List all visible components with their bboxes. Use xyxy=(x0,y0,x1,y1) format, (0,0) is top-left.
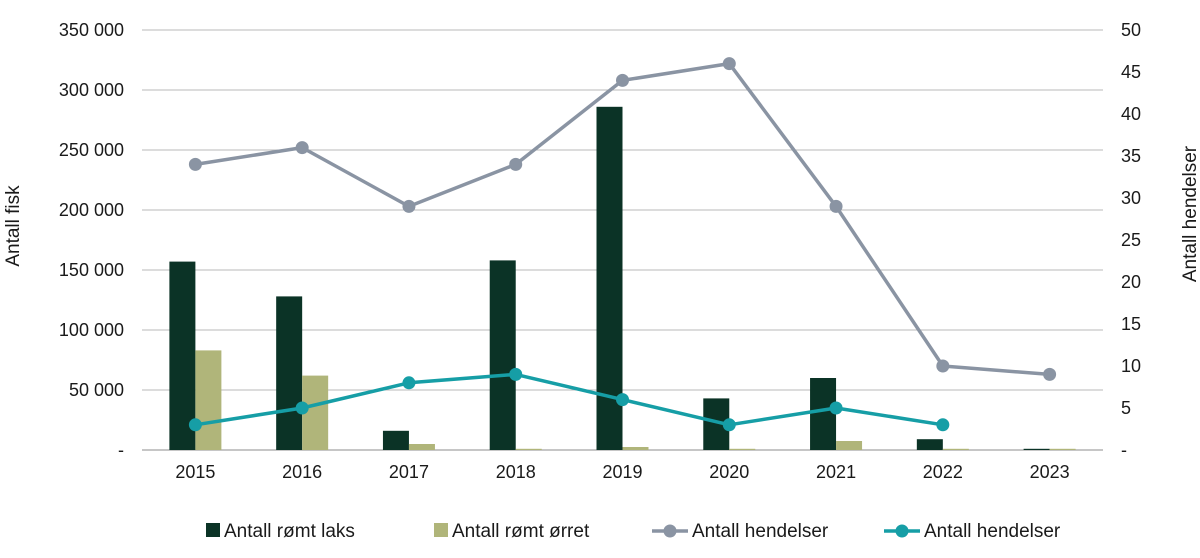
series-point xyxy=(936,359,950,373)
x-tick-label: 2022 xyxy=(923,462,963,482)
x-tick-label: 2017 xyxy=(389,462,429,482)
y-axis-right-ticks: - 5 10 15 20 25 30 35 40 45 50 xyxy=(1121,20,1141,460)
legend-swatch xyxy=(206,523,220,537)
y2-tick-label: 40 xyxy=(1121,104,1141,124)
bar xyxy=(195,350,222,450)
y-axis-right-title: Antall hendelser xyxy=(1180,145,1200,282)
y2-tick-label: 15 xyxy=(1121,314,1141,334)
series-point xyxy=(722,418,736,432)
y-tick-label: 150 000 xyxy=(59,260,124,280)
series-point xyxy=(188,418,202,432)
bar xyxy=(729,448,756,450)
series-lines xyxy=(188,57,1057,432)
bar xyxy=(489,260,516,450)
series-point xyxy=(402,376,416,390)
legend-label: Antall hendelser xyxy=(924,521,1061,542)
y-tick-label: - xyxy=(118,440,124,460)
bar xyxy=(916,439,943,450)
y2-tick-label: 20 xyxy=(1121,272,1141,292)
bar xyxy=(169,261,196,450)
y-tick-label: 100 000 xyxy=(59,320,124,340)
y-tick-label: 200 000 xyxy=(59,200,124,220)
bar xyxy=(622,447,649,450)
y2-tick-label: - xyxy=(1121,440,1127,460)
series-point xyxy=(616,393,629,407)
y2-tick-label: 30 xyxy=(1121,188,1141,208)
series-point xyxy=(936,418,950,432)
series-point xyxy=(509,157,523,171)
legend-label: Antall rømt ørret xyxy=(452,521,590,542)
bar xyxy=(408,444,435,450)
bar xyxy=(1023,448,1050,450)
y-axis-left-ticks: - 50 000 100 000 150 000 200 000 250 000 300 0… xyxy=(59,20,124,460)
y-tick-label: 350 000 xyxy=(59,20,124,40)
x-tick-label: 2018 xyxy=(496,462,536,482)
y2-tick-label: 25 xyxy=(1121,230,1141,250)
series-line xyxy=(195,372,944,427)
bar xyxy=(276,296,303,450)
bar xyxy=(515,448,542,450)
bars xyxy=(169,106,1076,451)
bar xyxy=(942,448,969,450)
legend-label: Antall rømt laks xyxy=(224,521,355,542)
x-axis-ticks: 2015 2016 2017 2018 2019 2020 2021 2022 2023 xyxy=(175,462,1069,482)
bar xyxy=(382,430,409,450)
legend-label: Antall hendelser xyxy=(692,521,829,542)
legend-swatch xyxy=(434,523,448,537)
y2-tick-label: 50 xyxy=(1121,20,1141,40)
y2-tick-label: 10 xyxy=(1121,356,1141,376)
series-point xyxy=(829,199,843,213)
series-point xyxy=(1043,367,1057,381)
y2-tick-label: 35 xyxy=(1121,146,1141,166)
y2-tick-label: 45 xyxy=(1121,62,1141,82)
series-point xyxy=(509,367,523,381)
bar xyxy=(836,441,863,450)
y-tick-label: 300 000 xyxy=(59,80,124,100)
bar xyxy=(810,378,837,450)
legend: Antall rømt laks Antall rømt ørret Antall … xyxy=(206,521,1061,542)
x-tick-label: 2019 xyxy=(602,462,642,482)
legend-swatch-marker xyxy=(895,524,909,538)
y-tick-label: 250 000 xyxy=(59,140,124,160)
y-axis-left-title: Antall fisk xyxy=(3,185,24,267)
series-point xyxy=(722,57,736,71)
bar xyxy=(1049,448,1076,450)
y2-tick-label: 5 xyxy=(1121,398,1131,418)
series-point xyxy=(829,401,843,415)
series-point xyxy=(295,401,309,415)
y-tick-label: 50 000 xyxy=(69,380,124,400)
series-point xyxy=(188,157,202,171)
series-point xyxy=(295,141,309,155)
legend-swatch-marker xyxy=(663,524,677,538)
x-tick-label: 2015 xyxy=(175,462,215,482)
series-point xyxy=(616,73,629,87)
x-tick-label: 2023 xyxy=(1030,462,1070,482)
x-tick-label: 2021 xyxy=(816,462,856,482)
x-tick-label: 2016 xyxy=(282,462,322,482)
series-point xyxy=(402,199,416,213)
x-tick-label: 2020 xyxy=(709,462,749,482)
